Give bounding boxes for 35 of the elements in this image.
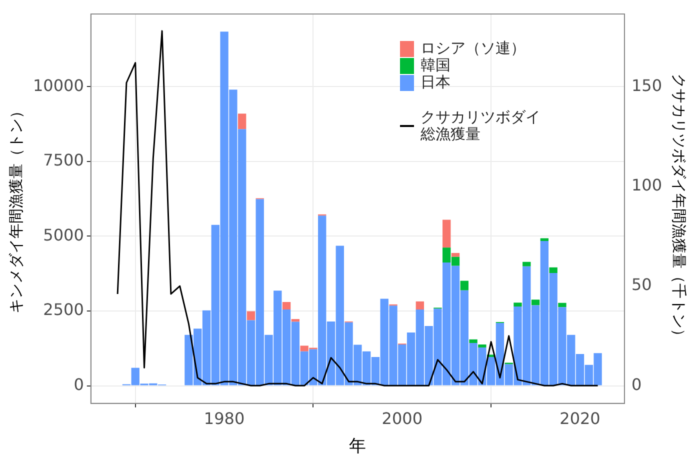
y2-tick-label: 50	[631, 275, 652, 294]
bar	[246, 311, 256, 320]
y-tick-label: 0	[74, 374, 84, 394]
legend-label: 日本	[420, 73, 450, 91]
x-tick-label: 1980	[204, 409, 245, 428]
bar	[282, 302, 291, 310]
x-tick-label: 2020	[560, 409, 600, 428]
bar	[540, 238, 549, 241]
bar	[291, 319, 300, 322]
y-tick-label: 5000	[43, 225, 84, 244]
x-tick-label: 2000	[382, 409, 423, 428]
bar	[469, 339, 478, 343]
y-axis-title: キンメダイ年間漁獲量（トン）	[8, 104, 26, 314]
bar	[442, 220, 451, 248]
y2-tick-label: 150	[631, 76, 662, 95]
x-axis-title: 年	[349, 436, 366, 456]
bar	[558, 302, 566, 308]
bar	[531, 300, 540, 306]
legend-label: クサカリツボダイ総漁獲量	[420, 108, 542, 143]
y-tick-label: 7500	[43, 150, 84, 170]
legend-label: ロシア（ソ連）	[420, 39, 526, 57]
y2-tick-label: 100	[631, 176, 662, 195]
y-tick-label: 10000	[32, 76, 84, 95]
y-tick-label: 2500	[43, 300, 84, 320]
bar	[460, 280, 468, 290]
bar	[451, 252, 460, 257]
y2-axis-title: クサカリツボダイ年間漁獲量（千トン）	[670, 74, 687, 344]
bar	[514, 302, 522, 306]
bar	[416, 301, 424, 310]
bar	[549, 267, 558, 273]
y2-tick-label: 0	[631, 374, 642, 394]
bar	[478, 344, 486, 348]
bar	[522, 262, 531, 266]
bar	[238, 114, 246, 130]
legend-label: 韓国	[420, 56, 450, 74]
